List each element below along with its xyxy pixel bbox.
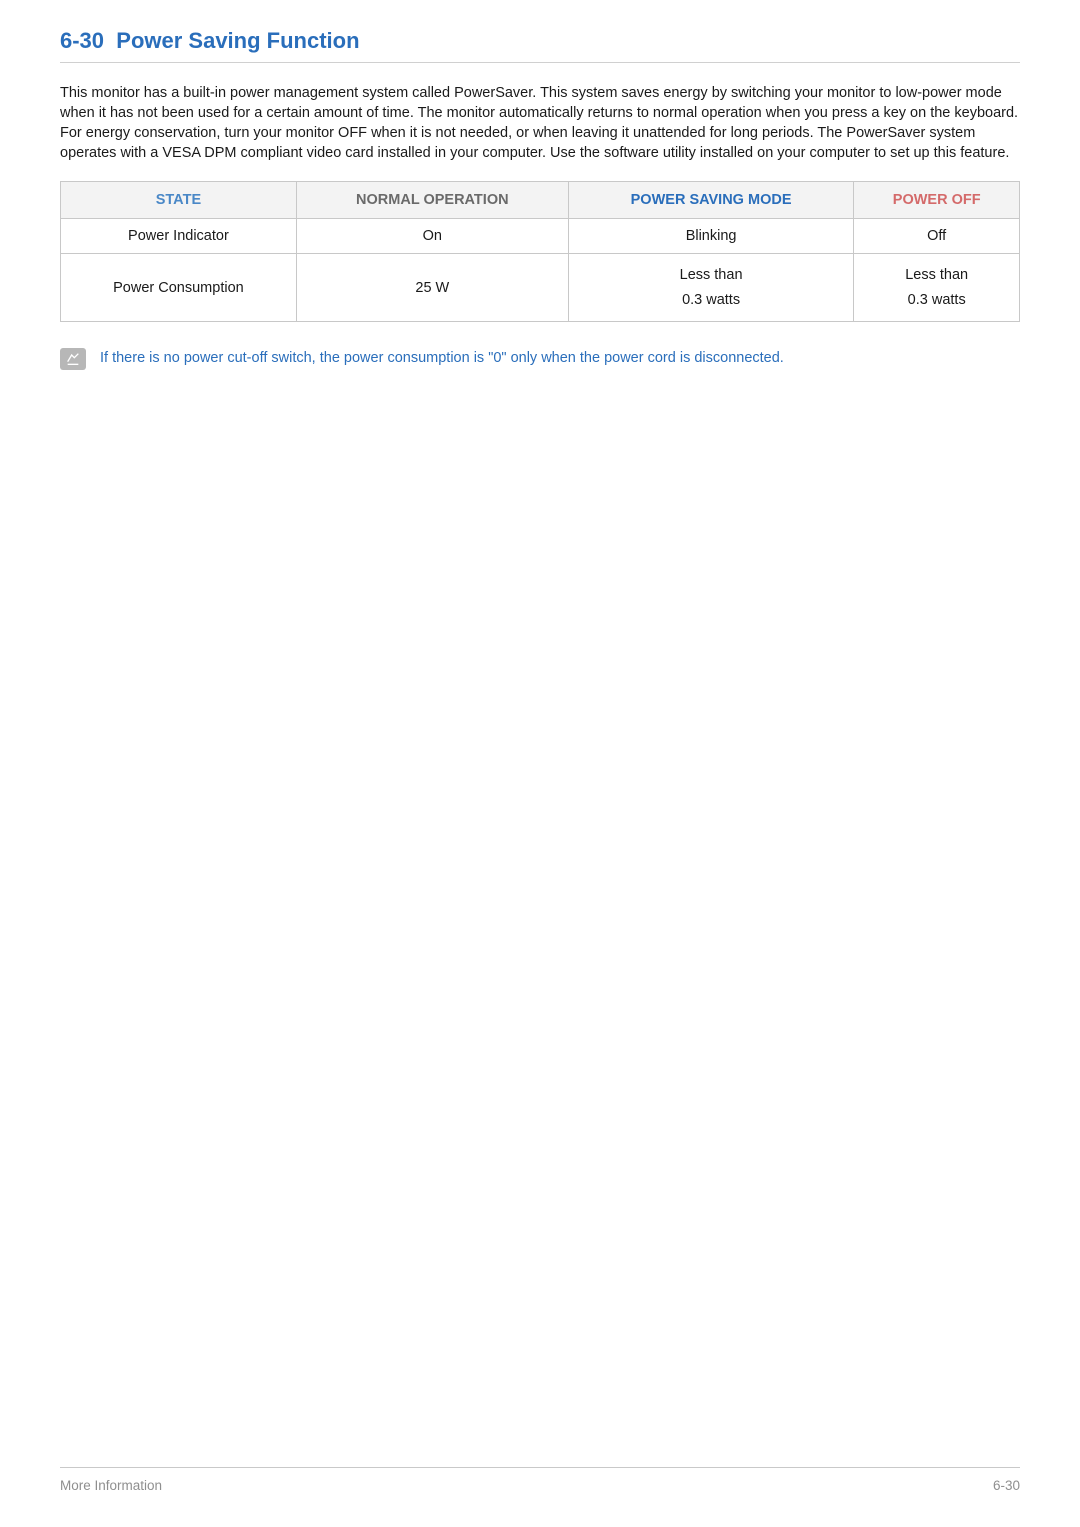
cell-consumption-off: Less than 0.3 watts: [854, 254, 1020, 322]
col-header-state: STATE: [61, 182, 297, 219]
cell-indicator-normal: On: [296, 219, 568, 254]
cell-indicator-off: Off: [854, 219, 1020, 254]
note-icon: [60, 348, 86, 370]
cell-text-line: Less than: [680, 267, 743, 283]
col-header-off: POWER OFF: [854, 182, 1020, 219]
section-heading: 6-30 Power Saving Function: [60, 28, 1020, 63]
page-footer: More Information 6-30: [60, 1467, 1020, 1493]
cell-consumption-label: Power Consumption: [61, 254, 297, 322]
col-header-normal: NORMAL OPERATION: [296, 182, 568, 219]
intro-paragraph: This monitor has a built-in power manage…: [60, 83, 1020, 163]
col-header-saving: POWER SAVING MODE: [568, 182, 854, 219]
table-row: Power Consumption 25 W Less than 0.3 wat…: [61, 254, 1020, 322]
cell-indicator-saving: Blinking: [568, 219, 854, 254]
note-callout: If there is no power cut-off switch, the…: [60, 348, 1020, 370]
cell-consumption-normal: 25 W: [296, 254, 568, 322]
heading-number: 6-30: [60, 28, 104, 53]
note-text: If there is no power cut-off switch, the…: [100, 348, 784, 366]
cell-indicator-label: Power Indicator: [61, 219, 297, 254]
cell-text-line: Less than: [905, 267, 968, 283]
cell-text-line: 0.3 watts: [682, 292, 740, 308]
table-row: Power Indicator On Blinking Off: [61, 219, 1020, 254]
table-header-row: STATE NORMAL OPERATION POWER SAVING MODE…: [61, 182, 1020, 219]
heading-title: Power Saving Function: [116, 28, 359, 53]
cell-text-line: 0.3 watts: [908, 292, 966, 308]
footer-right: 6-30: [993, 1478, 1020, 1493]
cell-consumption-saving: Less than 0.3 watts: [568, 254, 854, 322]
footer-left: More Information: [60, 1478, 162, 1493]
power-saving-table: STATE NORMAL OPERATION POWER SAVING MODE…: [60, 181, 1020, 322]
